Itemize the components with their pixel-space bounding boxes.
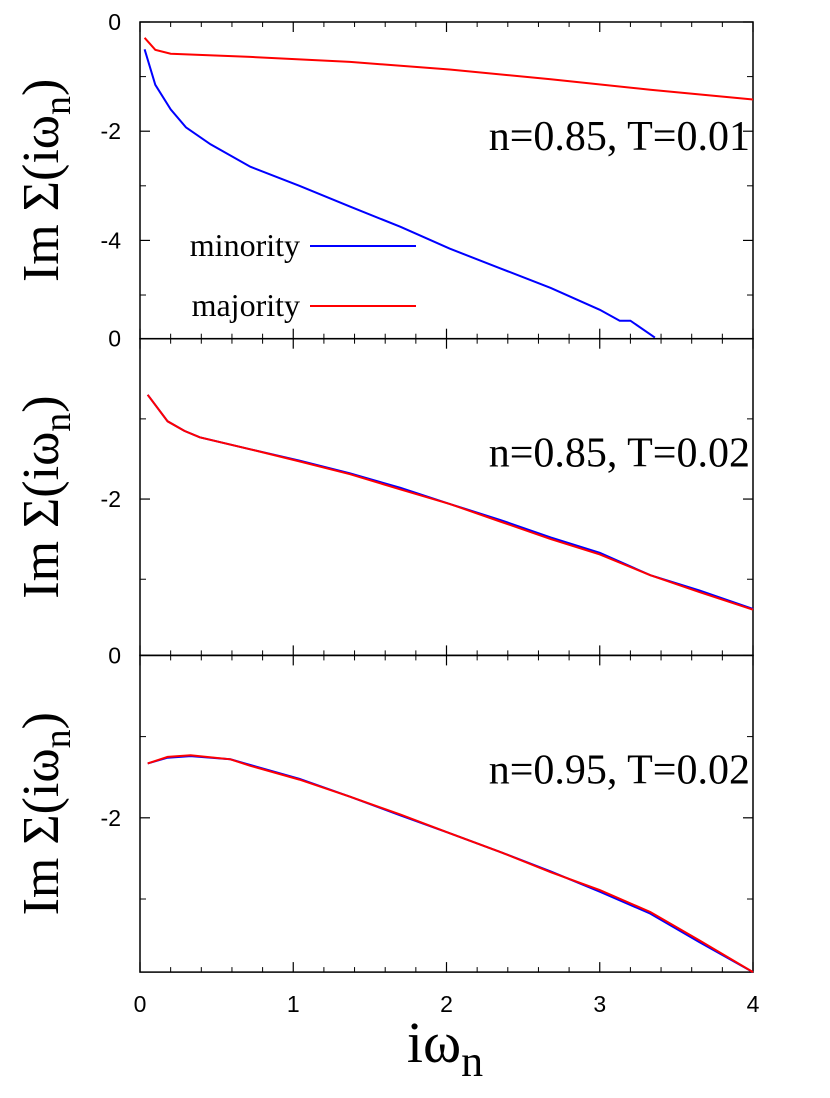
- y-axis-label-sub: n: [37, 729, 79, 748]
- series-line: [143, 37, 754, 101]
- y-axis-label-close: ): [13, 395, 70, 412]
- y-axis-label-sub: n: [37, 96, 79, 115]
- plot-frame: [139, 654, 754, 973]
- y-axis-label: Im Σ(iωn): [13, 712, 79, 915]
- y-tick-label: -4: [101, 227, 122, 253]
- y-axis-label-close: ): [13, 712, 70, 729]
- series-line: [147, 754, 754, 973]
- x-tick-label: 4: [747, 991, 760, 1017]
- x-axis-label-text: iω: [407, 1010, 461, 1075]
- y-tick-label: -2: [101, 805, 121, 831]
- x-tick-label: 3: [593, 991, 606, 1017]
- y-tick-label: -2: [101, 486, 121, 512]
- y-axis-label-text: Im Σ(iω: [13, 748, 70, 915]
- series-line: [146, 394, 754, 610]
- plot-frame: [139, 337, 754, 657]
- legend-label: minority: [190, 227, 300, 263]
- annotation: n=0.85, T=0.02: [489, 431, 750, 477]
- y-axis-label-text: Im Σ(iω: [13, 115, 70, 282]
- annotation: n=0.85, T=0.01: [489, 114, 750, 160]
- x-axis-label: iωn: [407, 1010, 483, 1086]
- y-axis-label-close: ): [13, 79, 70, 96]
- x-tick-label: 0: [134, 991, 147, 1017]
- x-tick-label: 2: [440, 991, 453, 1017]
- y-axis-label-sub: n: [37, 413, 79, 432]
- x-tick-label: 1: [287, 991, 300, 1017]
- annotation: n=0.95, T=0.02: [489, 747, 750, 793]
- x-axis-label-sub: n: [461, 1037, 483, 1086]
- series-line: [146, 394, 754, 611]
- y-tick-label: 0: [108, 642, 121, 668]
- y-axis-label: Im Σ(iωn): [13, 79, 79, 282]
- series-line: [143, 49, 656, 339]
- y-axis-label: Im Σ(iωn): [13, 395, 79, 598]
- y-axis-label-text: Im Σ(iω: [13, 432, 70, 599]
- y-tick-label: 0: [108, 9, 121, 35]
- legend-label: majority: [192, 287, 300, 323]
- y-tick-label: -2: [101, 118, 121, 144]
- y-tick-label: 0: [108, 326, 121, 352]
